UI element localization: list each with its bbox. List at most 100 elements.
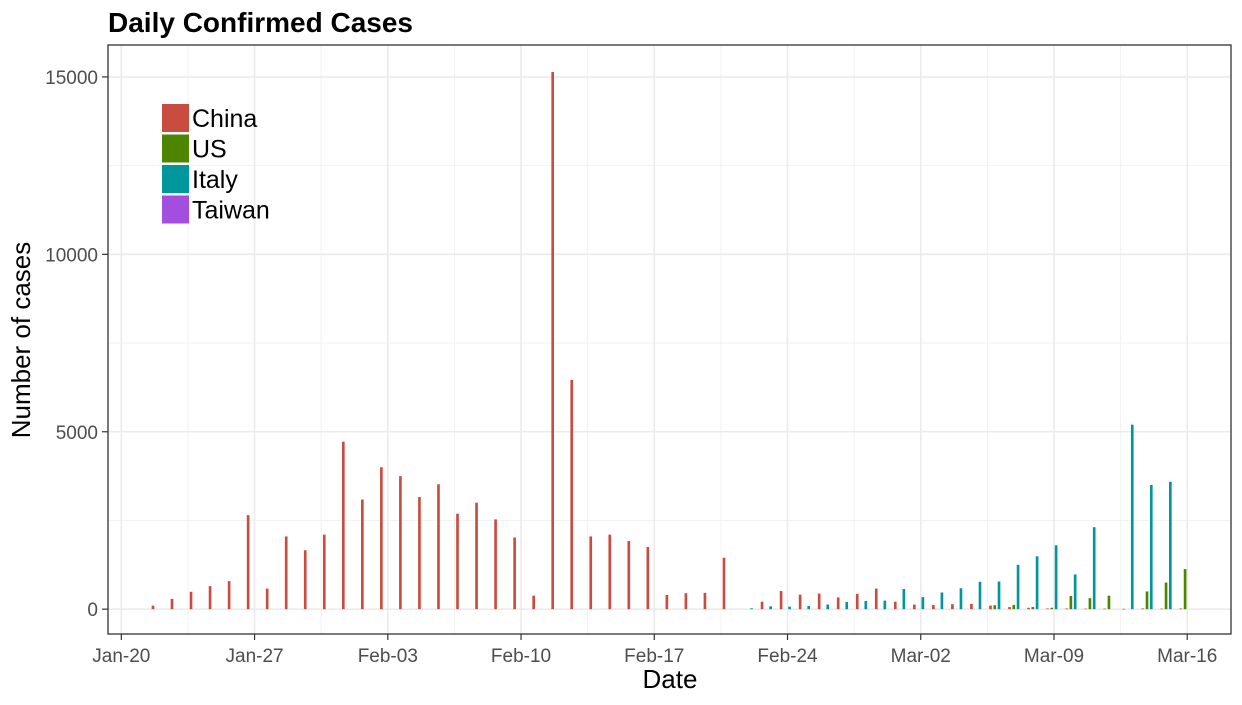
bar-italy — [1130, 424, 1134, 610]
bar-italy — [959, 588, 963, 610]
y-tick-label: 10000 — [45, 245, 98, 266]
bar-china — [798, 594, 802, 610]
bar-china — [189, 591, 193, 610]
bar-china — [151, 605, 155, 610]
bar-us — [993, 605, 997, 610]
x-tick-label: Feb-03 — [358, 646, 418, 667]
legend-label-italy: Italy — [192, 166, 238, 194]
bar-italy — [769, 606, 772, 610]
bar-china — [1046, 608, 1049, 610]
chart-title: Daily Confirmed Cases — [108, 7, 413, 38]
bar-china — [1179, 608, 1183, 610]
plot-border — [107, 44, 1232, 635]
bar-us — [1107, 595, 1111, 610]
bar-china — [170, 598, 174, 610]
axes: 0 5000 10000 15000 Jan-20 Jan-27 Feb-03 Feb-10 F… — [45, 44, 1232, 667]
y-tick-label: 5000 — [56, 423, 98, 444]
bar-china — [989, 605, 992, 610]
bar-china — [322, 534, 326, 610]
bar-china — [494, 519, 497, 610]
bar-china — [361, 499, 364, 610]
x-tick-label: Jan-20 — [92, 646, 150, 667]
bar-italy — [902, 588, 906, 610]
bar-china — [722, 557, 726, 610]
bar-us — [1164, 582, 1168, 610]
bar-china — [284, 536, 288, 610]
x-axis-label: Date — [643, 664, 698, 694]
bar-china — [1141, 608, 1145, 610]
bar-italy — [921, 597, 925, 610]
bar-china — [627, 541, 631, 610]
bar-china — [951, 604, 954, 610]
bar-china — [380, 467, 383, 610]
bar-china — [437, 484, 440, 610]
bar-italy — [978, 581, 982, 610]
bar-china — [303, 550, 307, 610]
bar-china — [1160, 608, 1164, 610]
bar-china — [893, 601, 897, 610]
legend-swatch-italy — [162, 165, 189, 193]
x-tick-label: Mar-16 — [1157, 646, 1217, 667]
bar-italy — [1149, 484, 1153, 610]
x-tick-label: Mar-09 — [1024, 646, 1084, 667]
bar-italy — [1073, 574, 1077, 610]
bar-italy — [788, 606, 791, 610]
bar-china — [570, 379, 574, 610]
bar-china — [208, 586, 212, 610]
bar-us — [1050, 607, 1054, 610]
bar-china — [589, 536, 593, 610]
bar-china — [608, 534, 612, 610]
x-tick-label: Mar-02 — [891, 646, 951, 667]
bar-us — [1145, 591, 1149, 610]
bar-china — [418, 497, 421, 610]
bar-italy — [845, 602, 849, 610]
bar-china — [970, 603, 973, 610]
x-tick-label: Feb-10 — [491, 646, 551, 667]
bar-us — [1031, 607, 1035, 610]
bar-china — [246, 515, 250, 610]
x-tick-label: Feb-17 — [624, 646, 684, 667]
legend-swatch-taiwan — [162, 195, 189, 224]
bar-china — [1122, 608, 1126, 610]
bar-china — [475, 502, 478, 610]
bar-italy — [1035, 556, 1039, 610]
y-tick-label: 0 — [87, 600, 98, 621]
bar-china — [874, 588, 878, 610]
bar-us — [1088, 598, 1092, 610]
bar-china — [1008, 607, 1011, 610]
bar-china — [399, 476, 402, 610]
x-tick-label: Jan-27 — [226, 646, 284, 667]
bar-china — [341, 441, 345, 610]
bar-china — [817, 593, 821, 610]
bar-italy — [997, 581, 1001, 610]
bar-italy — [1054, 545, 1058, 610]
bar-us — [1012, 604, 1016, 610]
bar-italy — [1016, 564, 1020, 610]
bars — [151, 71, 1187, 610]
bar-italy — [940, 592, 944, 610]
bar-china — [665, 594, 669, 610]
legend-label-taiwan: Taiwan — [192, 197, 270, 225]
bar-china — [532, 595, 535, 610]
y-axis-label: Number of cases — [6, 242, 36, 439]
bar-china — [1103, 608, 1106, 610]
y-tick-label: 15000 — [45, 68, 98, 89]
bar-italy — [750, 608, 753, 610]
bar-china — [551, 71, 555, 610]
bar-china — [227, 581, 231, 610]
plot-panel — [108, 45, 1231, 634]
bar-china — [703, 592, 707, 610]
x-tick-label: Feb-24 — [757, 646, 818, 667]
bar-italy — [1169, 481, 1172, 610]
bar-us — [1069, 596, 1073, 610]
bar-china — [1027, 607, 1030, 610]
bar-italy — [1092, 527, 1096, 610]
bar-china — [912, 604, 916, 610]
bar-china — [779, 591, 783, 610]
bar-china — [932, 604, 935, 610]
bar-china — [646, 547, 650, 610]
bar-china — [265, 588, 269, 610]
legend-label-china: China — [192, 105, 257, 133]
